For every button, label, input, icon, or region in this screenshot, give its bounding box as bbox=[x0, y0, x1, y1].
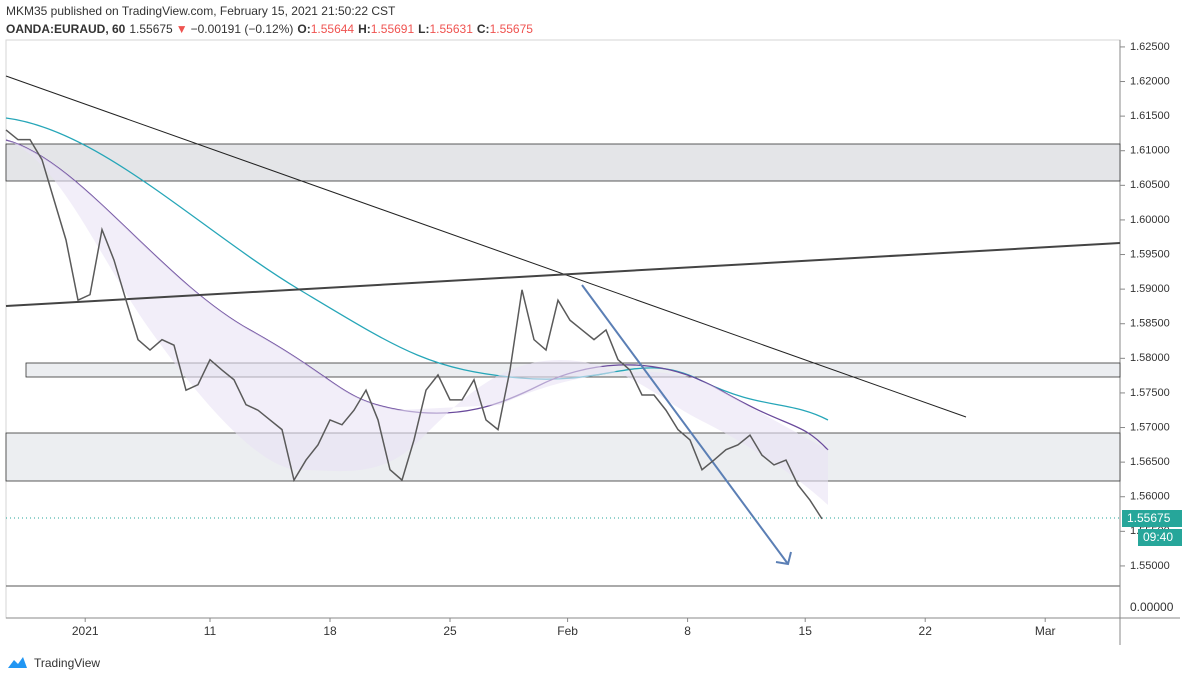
h: 1.55691 bbox=[371, 22, 415, 36]
x-tick-label: Feb bbox=[557, 624, 578, 638]
arrow-head bbox=[775, 551, 792, 566]
y-tick-label: 1.60500 bbox=[1130, 179, 1170, 191]
x-tick-label: 2021 bbox=[72, 624, 99, 638]
y-tick-label: 1.57000 bbox=[1130, 421, 1170, 433]
y-tick-label: 1.59000 bbox=[1130, 283, 1170, 295]
y-tick-label: 1.62000 bbox=[1130, 75, 1170, 87]
y-tick-label: 1.62500 bbox=[1130, 41, 1170, 53]
symbol-name: OANDA:EURAUD, 60 bbox=[6, 22, 126, 36]
zone bbox=[5, 143, 1121, 182]
y-tick-label: 1.61500 bbox=[1130, 110, 1170, 122]
h-label: H: bbox=[358, 22, 371, 36]
logo bbox=[8, 657, 27, 668]
y-tick-label: 1.56000 bbox=[1130, 491, 1170, 503]
plot-frame bbox=[5, 39, 1180, 645]
x-tick-label: 25 bbox=[443, 624, 457, 638]
y-tick-label: 1.58000 bbox=[1130, 352, 1170, 364]
x-tick-label: 8 bbox=[684, 624, 691, 638]
countdown-box bbox=[1138, 529, 1182, 546]
symbol: OANDA:EURAUD, 60 1.55675 ▼ −0.00191 (−0.12%… bbox=[6, 22, 533, 36]
last: 1.55675 bbox=[129, 22, 173, 36]
arrow-line bbox=[581, 284, 789, 565]
trend-line bbox=[5, 75, 967, 418]
x-tick-label: 22 bbox=[919, 624, 933, 638]
trend-line bbox=[5, 242, 1121, 307]
arrow: ▼ bbox=[176, 22, 188, 36]
c-label: C: bbox=[477, 22, 490, 36]
footer: TradingView bbox=[34, 656, 100, 670]
y-tick-label: 1.56500 bbox=[1130, 456, 1170, 468]
price-tag: 1.55675 bbox=[1127, 511, 1171, 525]
y-tick-label: 1.55000 bbox=[1130, 560, 1170, 572]
lower-pane-label: 0.00000 bbox=[1130, 600, 1174, 614]
c: 1.55675 bbox=[490, 22, 534, 36]
y-tick-label: 1.60000 bbox=[1130, 214, 1170, 226]
y-tick-label: 1.57500 bbox=[1130, 387, 1170, 399]
zone bbox=[5, 432, 1121, 482]
y-tick-label: 1.59500 bbox=[1130, 248, 1170, 260]
price-line bbox=[5, 129, 823, 520]
o: 1.55644 bbox=[311, 22, 355, 36]
change: −0.00191 (−0.12%) bbox=[191, 22, 294, 36]
ribbon bbox=[6, 140, 828, 505]
y-tick-label: 1.61000 bbox=[1130, 145, 1170, 157]
o-label: O: bbox=[297, 22, 310, 36]
x-tick-label: 18 bbox=[323, 624, 337, 638]
l: 1.55631 bbox=[430, 22, 474, 36]
x-tick-label: 15 bbox=[799, 624, 813, 638]
x-tick-label: Mar bbox=[1035, 624, 1056, 638]
publisher: MKM35 published on TradingView.com, Febr… bbox=[6, 4, 396, 18]
x-tick-label: 11 bbox=[204, 624, 217, 638]
l-label: L: bbox=[418, 22, 429, 36]
marks: 1.550001.555001.560001.565001.570001.575… bbox=[5, 41, 1170, 638]
price-tag-box bbox=[1122, 510, 1182, 527]
y-tick-label: 1.58500 bbox=[1130, 318, 1170, 330]
moving-average bbox=[5, 117, 829, 421]
countdown: 09:40 bbox=[1143, 530, 1173, 544]
